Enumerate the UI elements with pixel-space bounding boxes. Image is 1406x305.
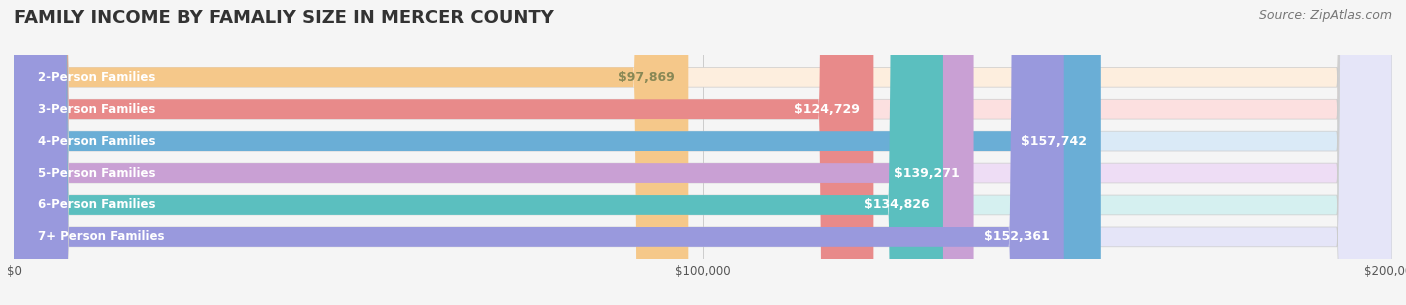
Text: $157,742: $157,742 — [1021, 135, 1087, 148]
FancyBboxPatch shape — [14, 0, 873, 305]
FancyBboxPatch shape — [14, 0, 1392, 305]
Text: $124,729: $124,729 — [794, 103, 859, 116]
Text: $139,271: $139,271 — [894, 167, 960, 180]
FancyBboxPatch shape — [14, 0, 1392, 305]
Text: $134,826: $134,826 — [863, 199, 929, 211]
Text: 7+ Person Families: 7+ Person Families — [38, 230, 165, 243]
FancyBboxPatch shape — [14, 0, 1392, 305]
Text: $97,869: $97,869 — [617, 71, 675, 84]
Text: FAMILY INCOME BY FAMALIY SIZE IN MERCER COUNTY: FAMILY INCOME BY FAMALIY SIZE IN MERCER … — [14, 9, 554, 27]
FancyBboxPatch shape — [14, 0, 1392, 305]
Text: $152,361: $152,361 — [984, 230, 1050, 243]
FancyBboxPatch shape — [14, 0, 943, 305]
Text: Source: ZipAtlas.com: Source: ZipAtlas.com — [1258, 9, 1392, 22]
Text: 3-Person Families: 3-Person Families — [38, 103, 156, 116]
FancyBboxPatch shape — [14, 0, 1101, 305]
FancyBboxPatch shape — [14, 0, 1392, 305]
Text: 5-Person Families: 5-Person Families — [38, 167, 156, 180]
FancyBboxPatch shape — [14, 0, 689, 305]
Text: 6-Person Families: 6-Person Families — [38, 199, 156, 211]
FancyBboxPatch shape — [14, 0, 1064, 305]
FancyBboxPatch shape — [14, 0, 1392, 305]
Text: 4-Person Families: 4-Person Families — [38, 135, 156, 148]
FancyBboxPatch shape — [14, 0, 973, 305]
Text: 2-Person Families: 2-Person Families — [38, 71, 156, 84]
